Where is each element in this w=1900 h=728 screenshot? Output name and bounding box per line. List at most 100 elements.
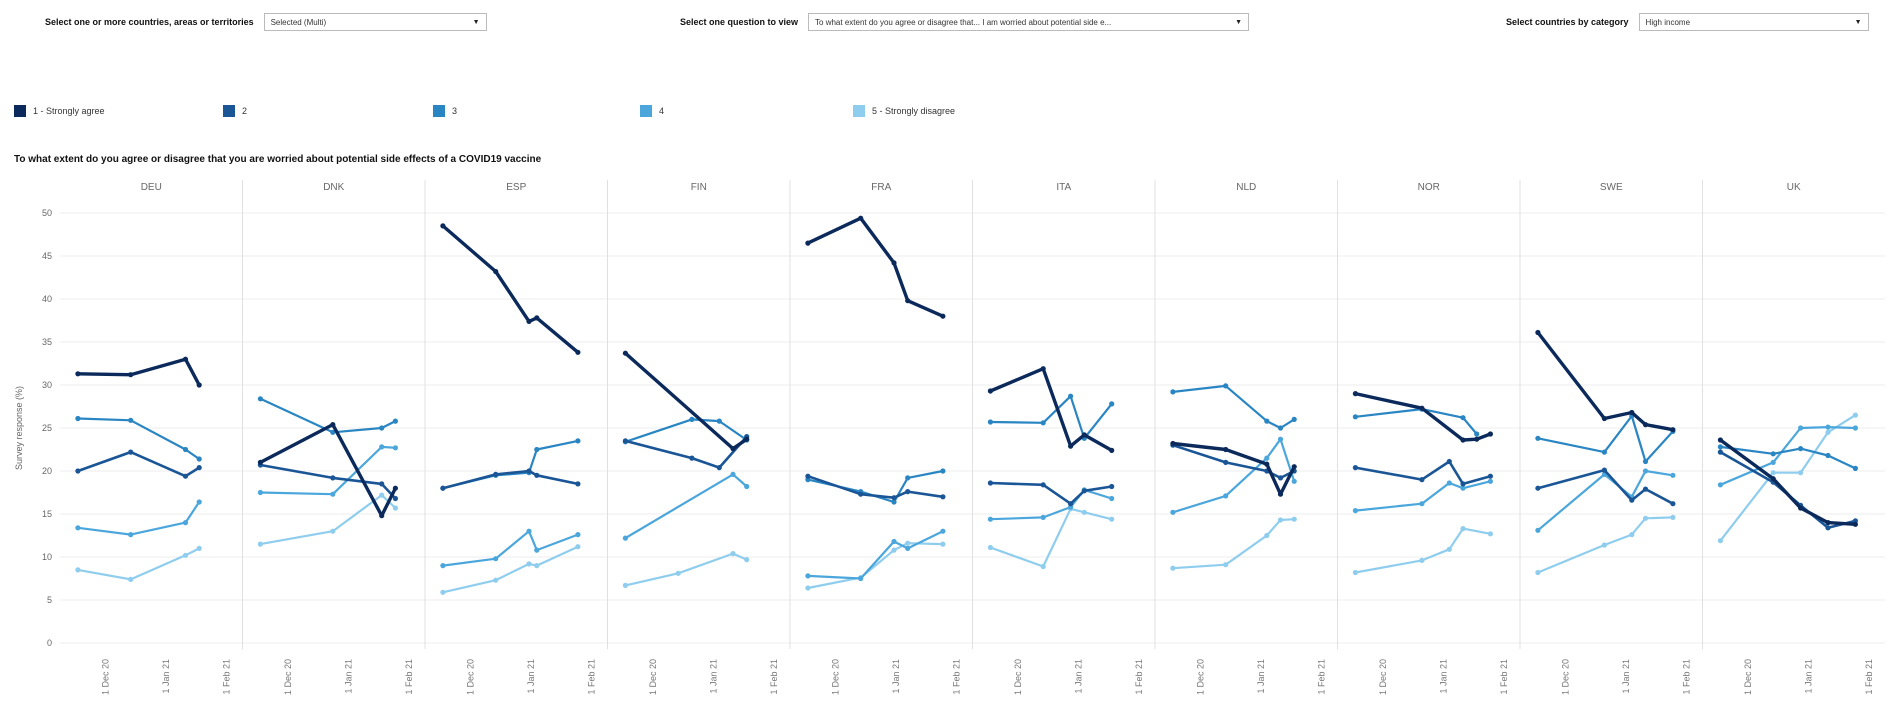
data-point (75, 415, 81, 422)
data-point (1040, 482, 1046, 488)
question-filter-label: Select one question to view (680, 17, 799, 27)
question-select[interactable]: To what extent do you agree or disagree … (808, 13, 1250, 31)
data-point (987, 544, 994, 551)
data-point (575, 544, 581, 550)
data-point (1717, 444, 1723, 450)
data-point (493, 471, 499, 477)
series-line-fra (806, 542, 945, 590)
data-point (392, 445, 398, 451)
series-line-esp (441, 224, 580, 355)
data-point (1040, 563, 1046, 570)
data-point (1601, 542, 1607, 548)
y-tick-label: 20 (42, 466, 52, 476)
series-line-nor (1354, 480, 1492, 512)
data-point (379, 481, 385, 487)
data-point (1291, 516, 1297, 522)
data-point (1770, 476, 1776, 482)
data-point (257, 459, 263, 465)
data-point (1642, 422, 1649, 428)
legend-label: 4 (659, 106, 665, 116)
data-point (987, 516, 994, 522)
data-point (526, 318, 532, 324)
data-point (257, 396, 263, 402)
data-point (1852, 521, 1858, 527)
series-line-esp (441, 545, 580, 594)
data-point (940, 313, 946, 319)
data-point (1670, 501, 1676, 507)
data-point (196, 545, 202, 551)
data-point (1419, 557, 1425, 563)
legend-item-strongly-agree[interactable]: 1 - Strongly agree (14, 105, 105, 117)
data-point (128, 372, 134, 378)
data-point (1825, 424, 1831, 430)
legend-item-2[interactable]: 2 (223, 105, 247, 117)
data-point (257, 541, 263, 547)
data-point (196, 465, 202, 471)
data-point (891, 547, 897, 553)
data-point (744, 436, 750, 442)
x-tick-label: 1 Jan 21 (708, 659, 718, 694)
y-tick-label: 50 (42, 208, 52, 218)
data-point (1629, 497, 1635, 503)
data-point (534, 315, 540, 321)
x-tick-label: 1 Dec 20 (283, 659, 293, 695)
series-line-dnk (259, 463, 397, 500)
category-select[interactable]: High income ▼ (1638, 13, 1869, 31)
legend-item-strongly-disagree[interactable]: 5 - Strongly disagree (853, 105, 955, 117)
series-line-swe (1536, 469, 1675, 532)
data-point (1642, 468, 1649, 474)
data-point (1474, 431, 1480, 437)
data-point (1460, 415, 1466, 421)
series-line-dnk (259, 397, 397, 434)
series-line-fin (624, 552, 748, 587)
data-point (1852, 412, 1858, 418)
x-tick-label: 1 Jan 21 (526, 659, 536, 694)
data-point (1291, 464, 1297, 470)
data-point (1825, 452, 1831, 459)
data-point (1264, 418, 1270, 424)
data-point (440, 563, 446, 569)
data-point (1487, 478, 1493, 484)
data-point (1474, 436, 1480, 442)
series-line-uk (1719, 450, 1857, 530)
data-point (534, 547, 540, 553)
series-line-esp (441, 439, 580, 490)
data-point (730, 446, 736, 452)
x-tick-label: 1 Feb 21 (1499, 659, 1509, 695)
x-tick-label: 1 Dec 20 (1195, 659, 1205, 695)
data-point (1460, 437, 1466, 443)
data-point (1109, 447, 1115, 453)
legend-item-3[interactable]: 3 (433, 105, 457, 117)
data-point (1170, 389, 1176, 395)
legend-item-4[interactable]: 4 (640, 105, 664, 117)
data-point (493, 556, 499, 562)
series-line-fra (806, 469, 945, 504)
data-point (1223, 562, 1229, 568)
data-point (534, 472, 540, 478)
data-point (1446, 480, 1452, 486)
data-point (493, 268, 499, 275)
data-point (1109, 495, 1115, 502)
legend-swatch (640, 105, 652, 117)
x-tick-label: 1 Jan 21 (161, 659, 171, 694)
panel-header-nor: NOR (1418, 182, 1440, 193)
data-point (1642, 515, 1649, 521)
data-point (905, 540, 911, 546)
series-line-nor (1354, 408, 1478, 436)
data-point (1770, 459, 1776, 465)
countries-select[interactable]: Selected (Multi) ▼ (263, 13, 487, 31)
series-line-nld (1171, 443, 1296, 480)
data-point (1419, 405, 1425, 411)
data-point (1852, 465, 1858, 471)
x-tick-label: 1 Jan 21 (1073, 659, 1083, 694)
countries-select-value: Selected (Multi) (270, 17, 327, 27)
data-point (1825, 520, 1831, 526)
data-point (940, 541, 946, 547)
legend-label: 3 (452, 106, 458, 116)
data-point (805, 473, 811, 479)
data-point (1770, 470, 1776, 476)
data-point (1264, 455, 1270, 461)
y-tick-label: 15 (42, 509, 52, 519)
x-tick-label: 1 Feb 21 (1864, 659, 1874, 695)
data-point (196, 382, 202, 388)
